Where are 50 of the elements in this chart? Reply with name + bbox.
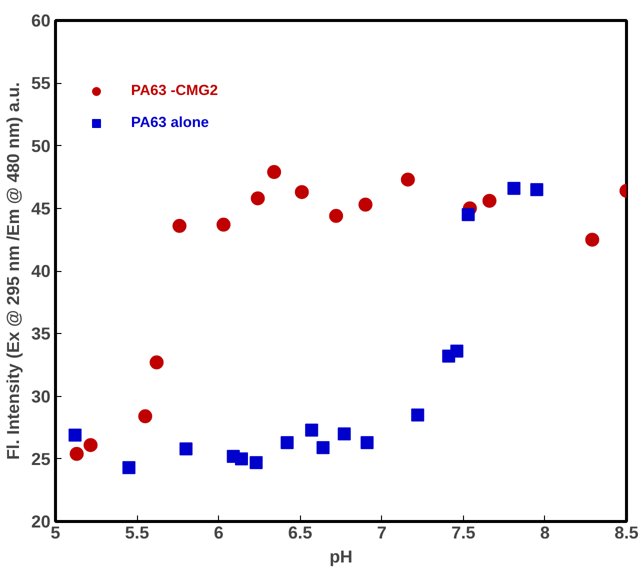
- point: [305, 424, 318, 437]
- point: [216, 218, 231, 232]
- point: [294, 185, 309, 200]
- point: [338, 427, 351, 440]
- point: [172, 218, 186, 233]
- y-tick-label: 50: [31, 136, 51, 156]
- point: [68, 428, 82, 442]
- y-tick-label: 25: [31, 448, 51, 469]
- point: [507, 182, 520, 195]
- point: [360, 436, 374, 450]
- point: [122, 461, 136, 474]
- point: [450, 344, 464, 358]
- point: [462, 208, 475, 222]
- point: [180, 442, 193, 456]
- y-tick-label: 40: [31, 261, 51, 281]
- y-tick-label: 60: [31, 10, 51, 30]
- x-tick-label: 5: [50, 522, 61, 542]
- point: [400, 172, 415, 187]
- point: [280, 436, 294, 450]
- y-tick-label: 30: [31, 386, 51, 406]
- x-tick-label: 7: [376, 522, 387, 542]
- point: [329, 208, 344, 223]
- point: [250, 456, 263, 470]
- point: [234, 452, 248, 466]
- legend-label: PA63 -CMG2: [131, 83, 218, 99]
- point: [411, 408, 424, 422]
- x-tick-label: 6: [214, 522, 224, 542]
- y-tick-label: 20: [31, 512, 51, 532]
- point: [84, 438, 98, 452]
- point: [70, 446, 84, 461]
- point: [316, 441, 330, 454]
- point: [138, 409, 152, 424]
- x-tick-label: 8: [540, 522, 550, 542]
- x-axis-title: pH: [329, 546, 353, 566]
- point: [150, 355, 164, 370]
- legend-label: PA63 alone: [131, 115, 209, 131]
- y-tick-label: 55: [31, 73, 51, 94]
- point: [250, 191, 265, 206]
- x-tick-label: 7.5: [451, 522, 476, 542]
- x-tick-label: 8.5: [614, 522, 639, 542]
- point: [482, 194, 496, 208]
- point: [530, 183, 544, 196]
- point: [358, 198, 372, 212]
- x-tick-label: 6.5: [288, 522, 313, 542]
- x-tick-label: 5.5: [125, 522, 150, 542]
- y-axis-title: Fl. Intensity (Ex @ 295 nm /Em @ 480 nm) a.u.: [3, 82, 24, 460]
- y-tick-label: 35: [31, 324, 51, 344]
- y-tick-label: 45: [31, 198, 51, 218]
- point: [267, 165, 282, 180]
- point: [585, 232, 600, 247]
